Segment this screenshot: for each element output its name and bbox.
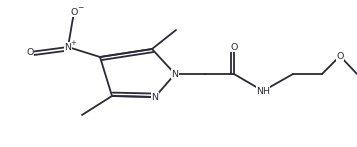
Text: O: O [26, 47, 34, 56]
Text: −: − [77, 4, 83, 12]
Text: +: + [70, 40, 76, 46]
Text: O: O [70, 7, 78, 16]
Text: O: O [230, 42, 238, 51]
Text: O: O [336, 51, 344, 61]
Text: N: N [151, 92, 159, 101]
Text: N: N [65, 42, 71, 51]
Text: N: N [171, 70, 178, 78]
Text: NH: NH [256, 86, 270, 96]
